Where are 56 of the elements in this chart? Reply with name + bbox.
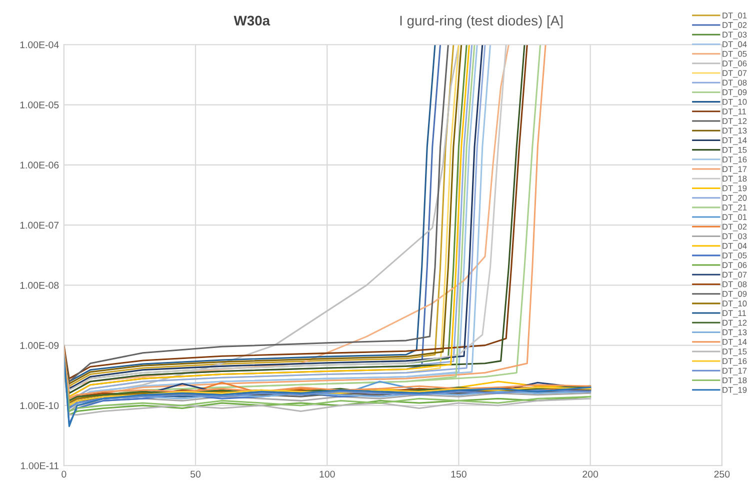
legend-label: DT_02: [722, 22, 747, 30]
x-tick-label: 200: [582, 470, 598, 478]
y-tick-label: 1.00E-11: [21, 462, 59, 470]
legend-label: DT_09: [722, 290, 747, 298]
legend-label: DT_13: [722, 128, 747, 136]
legend-label: DT_06: [722, 60, 747, 68]
x-tick-label: 50: [190, 470, 201, 478]
legend-label: DT_08: [722, 80, 747, 88]
text: W30a: [234, 16, 270, 26]
legend-label: DT_18: [722, 176, 747, 184]
legend-label: DT_17: [722, 368, 747, 376]
legend-label: DT_17: [722, 166, 747, 174]
legend-label: DT_07: [722, 272, 747, 280]
x-tick-label: 100: [320, 470, 335, 478]
legend-label: DT_05: [722, 252, 747, 260]
x-tick-label: 0: [62, 470, 66, 478]
legend-label: DT_09: [722, 89, 747, 97]
legend-label: DT_19: [722, 386, 747, 394]
x-tick-label: 250: [714, 470, 730, 478]
legend-label: DT_16: [722, 358, 747, 366]
legend-label: DT_04: [722, 242, 747, 250]
legend-label: DT_15: [722, 348, 747, 356]
legend-label: DT_05: [722, 50, 747, 58]
y-tick-label: 1.00E-09: [20, 342, 59, 349]
y-tick-label: 1.00E-07: [20, 222, 59, 229]
legend-label: DT_04: [722, 41, 747, 49]
legend-label: DT_21: [722, 204, 747, 212]
legend-label: DT_19: [722, 185, 747, 193]
chart-title: I gurd-ring (test diodes) [A]: [400, 15, 563, 28]
legend-label: DT_15: [722, 147, 747, 154]
legend-label: DT_14: [722, 137, 747, 145]
legend-label: DT_10: [722, 98, 747, 106]
legend-label: DT_11: [722, 108, 746, 116]
legend-label: DT_10: [722, 300, 747, 308]
legend-label: DT_12: [722, 118, 747, 126]
legend-label: DT_01: [722, 214, 747, 222]
legend-label: DT_13: [722, 329, 747, 337]
legend-label: DT_08: [722, 281, 747, 289]
y-tick-label: 1.00E-04: [20, 41, 59, 48]
legend-label: DT_12: [722, 320, 747, 328]
legend-label: DT_03: [722, 233, 747, 241]
legend-label: DT_16: [722, 156, 747, 164]
y-tick-label: 1.00E-06: [20, 162, 59, 169]
legend-label: DT_18: [722, 377, 747, 385]
x-tick-label: 150: [451, 470, 466, 478]
y-tick-label: 1.00E-10: [20, 402, 59, 410]
legend-label: DT_03: [722, 32, 747, 40]
legend-label: DT_02: [722, 224, 747, 232]
y-tick-label: 1.00E-08: [20, 282, 59, 289]
legend-label: DT_14: [722, 339, 747, 346]
legend-label: DT_01: [722, 12, 747, 20]
legend-label: DT_07: [722, 70, 747, 78]
y-tick-label: 1.00E-05: [20, 101, 59, 108]
legend-label: DT_11: [722, 310, 746, 318]
legend-label: DT_20: [722, 194, 747, 202]
legend-label: DT_06: [722, 262, 747, 270]
